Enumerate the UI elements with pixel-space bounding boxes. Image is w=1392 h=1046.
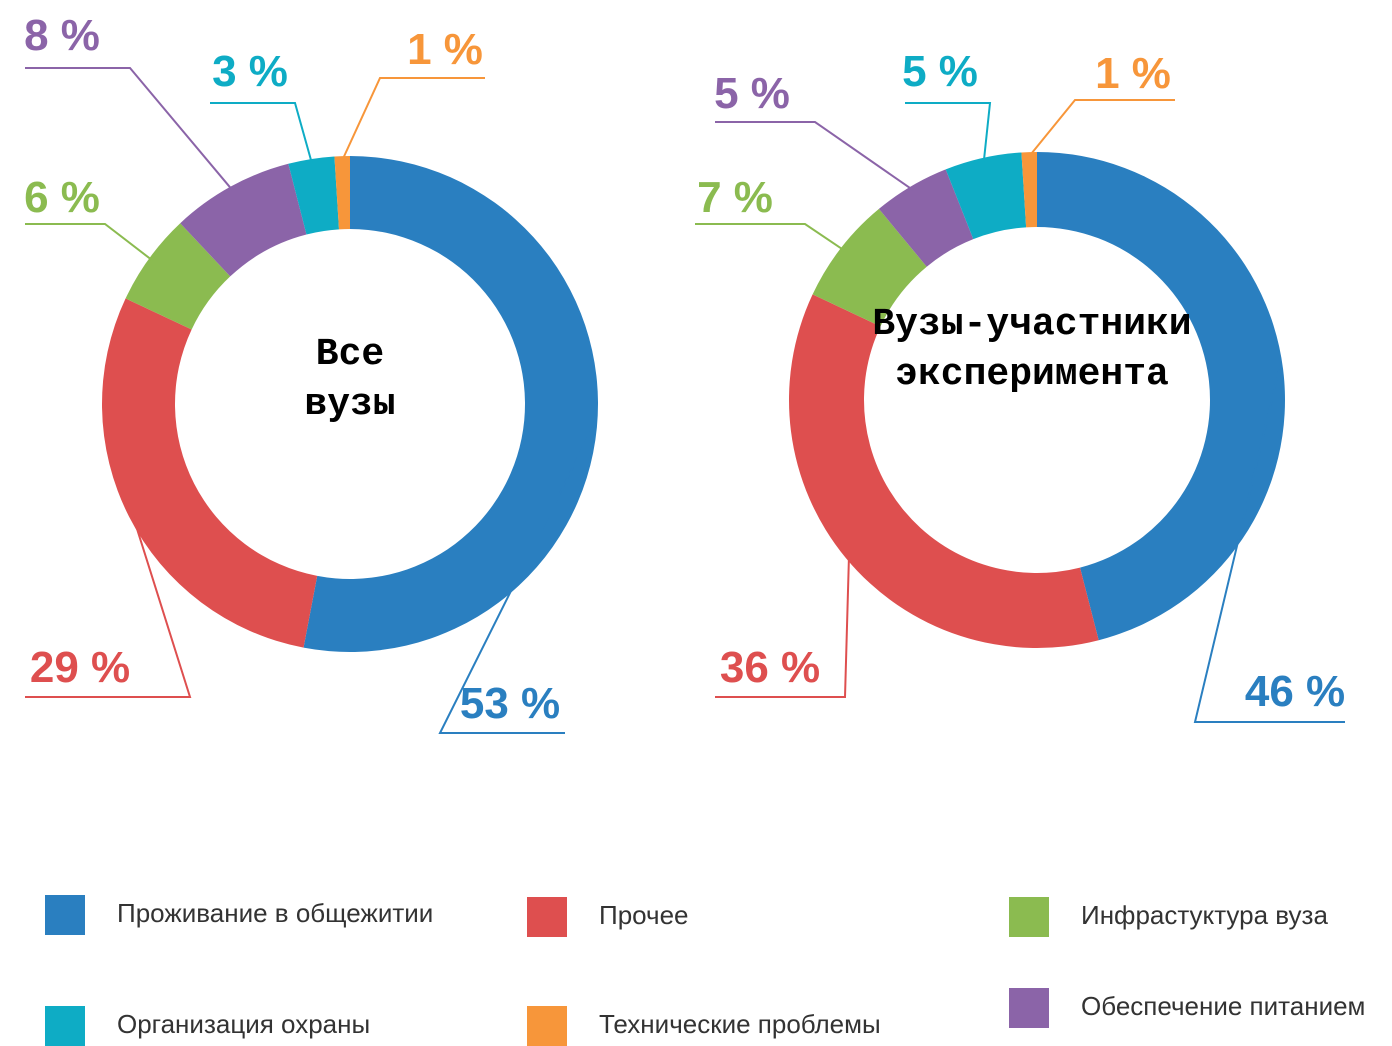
leader-line — [25, 223, 154, 262]
donut-slice — [878, 169, 974, 267]
donut-slice — [812, 208, 927, 327]
data-label: 53 % — [460, 679, 560, 728]
legend-label: Прочее — [599, 900, 689, 930]
leader-line — [1028, 99, 1175, 157]
data-label: 29 % — [30, 643, 130, 692]
legend-swatch — [1009, 988, 1049, 1028]
legend-label: Инфрастуктура вуза — [1081, 900, 1328, 930]
legend-label: Обеспечение питанием — [1081, 991, 1365, 1021]
leader-line — [438, 426, 594, 734]
leader-line — [341, 77, 485, 161]
data-label: 46 % — [1245, 667, 1345, 716]
leader-line — [715, 121, 914, 191]
donut-slice — [334, 156, 350, 230]
legend-swatch — [45, 1006, 85, 1046]
leader-line — [210, 102, 313, 164]
leader-line — [905, 102, 992, 162]
data-label: 8 % — [24, 11, 100, 60]
donut-slice — [1021, 152, 1037, 228]
leader-line — [25, 67, 234, 191]
chart-title: Вузы-участники эксперимента — [872, 303, 1192, 396]
donut-slice — [1037, 152, 1285, 641]
legend-swatch — [527, 897, 567, 937]
legend-swatch — [45, 895, 85, 935]
leader-line — [1193, 369, 1345, 723]
data-label: 7 % — [697, 173, 773, 222]
donut-slice — [945, 152, 1027, 240]
donut-slice — [303, 156, 598, 652]
data-label: 6 % — [24, 173, 100, 222]
data-label: 3 % — [212, 47, 288, 96]
donut-slice — [102, 298, 318, 648]
data-label: 1 % — [407, 25, 483, 74]
legend-label: Технические проблемы — [599, 1009, 881, 1039]
data-label: 5 % — [902, 47, 978, 96]
legend-swatch — [1009, 897, 1049, 937]
leader-line — [715, 555, 850, 698]
data-label: 36 % — [720, 643, 820, 692]
donut-slice — [288, 156, 340, 235]
leader-line — [695, 223, 845, 252]
donut-slice — [789, 294, 1099, 648]
legend-label: Организация охраны — [117, 1009, 370, 1039]
legend-swatch — [527, 1006, 567, 1046]
legend-label: Проживание в общежитии — [117, 898, 433, 928]
leader-line — [25, 514, 192, 698]
donut-slice — [125, 223, 231, 330]
data-label: 1 % — [1095, 49, 1171, 98]
data-label: 5 % — [714, 69, 790, 118]
donut-slice — [180, 163, 307, 277]
chart-title: Все вузы — [304, 333, 396, 426]
